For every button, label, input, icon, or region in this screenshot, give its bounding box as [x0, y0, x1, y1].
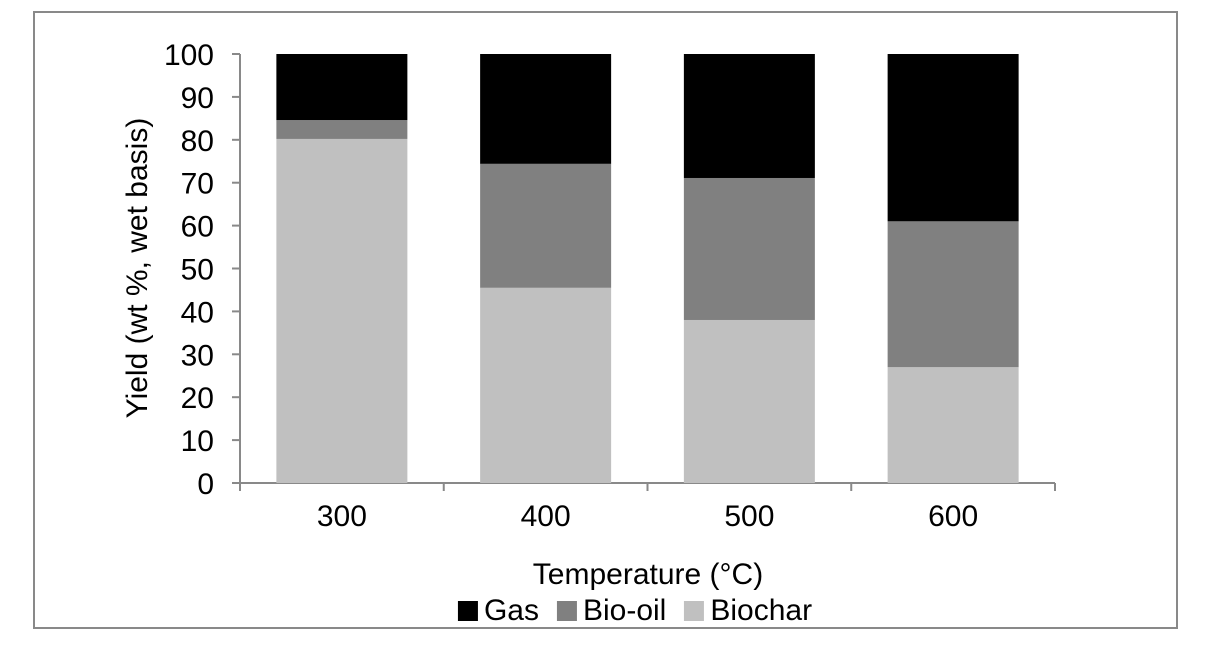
x-tick-label: 400 [521, 500, 571, 533]
x-axis-label: Temperature (°C) [532, 558, 764, 591]
y-tick-label: 90 [181, 82, 214, 115]
x-tick-label: 500 [724, 500, 774, 533]
legend-item-gas: Gas [457, 594, 539, 628]
y-tick-label: 20 [181, 382, 214, 415]
chart-frame [33, 11, 1178, 629]
bar-segment-biochar [276, 138, 408, 483]
y-tick-label: 40 [181, 296, 214, 329]
y-tick-label: 60 [181, 211, 214, 244]
y-tick-label: 0 [197, 468, 214, 501]
y-tick-label: 80 [181, 125, 214, 158]
bar-segment-biochar [887, 367, 1019, 483]
y-tick-label: 100 [164, 39, 214, 72]
bar-segment-bio-oil [683, 177, 815, 320]
legend-label-biochar: Biochar [710, 594, 813, 627]
bar-segment-biochar [683, 319, 815, 483]
legend-item-bio-oil: Bio-oil [556, 594, 667, 628]
x-tick-label: 600 [928, 500, 978, 533]
bar-segment-gas [887, 54, 1019, 222]
legend-label-gas: Gas [483, 594, 539, 627]
bar-segment-gas [276, 54, 408, 121]
legend: Gas Bio-oil Biochar [457, 594, 812, 628]
y-tick-label: 30 [181, 339, 214, 372]
bar-segment-gas [683, 54, 815, 178]
y-axis-label: Yield (wt %, wet basis) [121, 117, 154, 419]
bar-segment-bio-oil [887, 221, 1019, 368]
y-tick-label: 70 [181, 168, 214, 201]
legend-label-bio-oil: Bio-oil [582, 594, 667, 627]
y-tick-label: 50 [181, 254, 214, 287]
legend-item-biochar: Biochar [684, 594, 812, 628]
bar-segment-gas [480, 54, 612, 164]
bar-segment-bio-oil [276, 120, 408, 139]
legend-swatch-gas [457, 601, 478, 621]
legend-swatch-biochar [684, 601, 705, 621]
bar-segment-biochar [480, 287, 612, 483]
y-tick-label: 10 [181, 425, 214, 458]
bar-segment-bio-oil [480, 163, 612, 288]
legend-swatch-bio-oil [556, 601, 577, 621]
x-tick-label: 300 [317, 500, 367, 533]
